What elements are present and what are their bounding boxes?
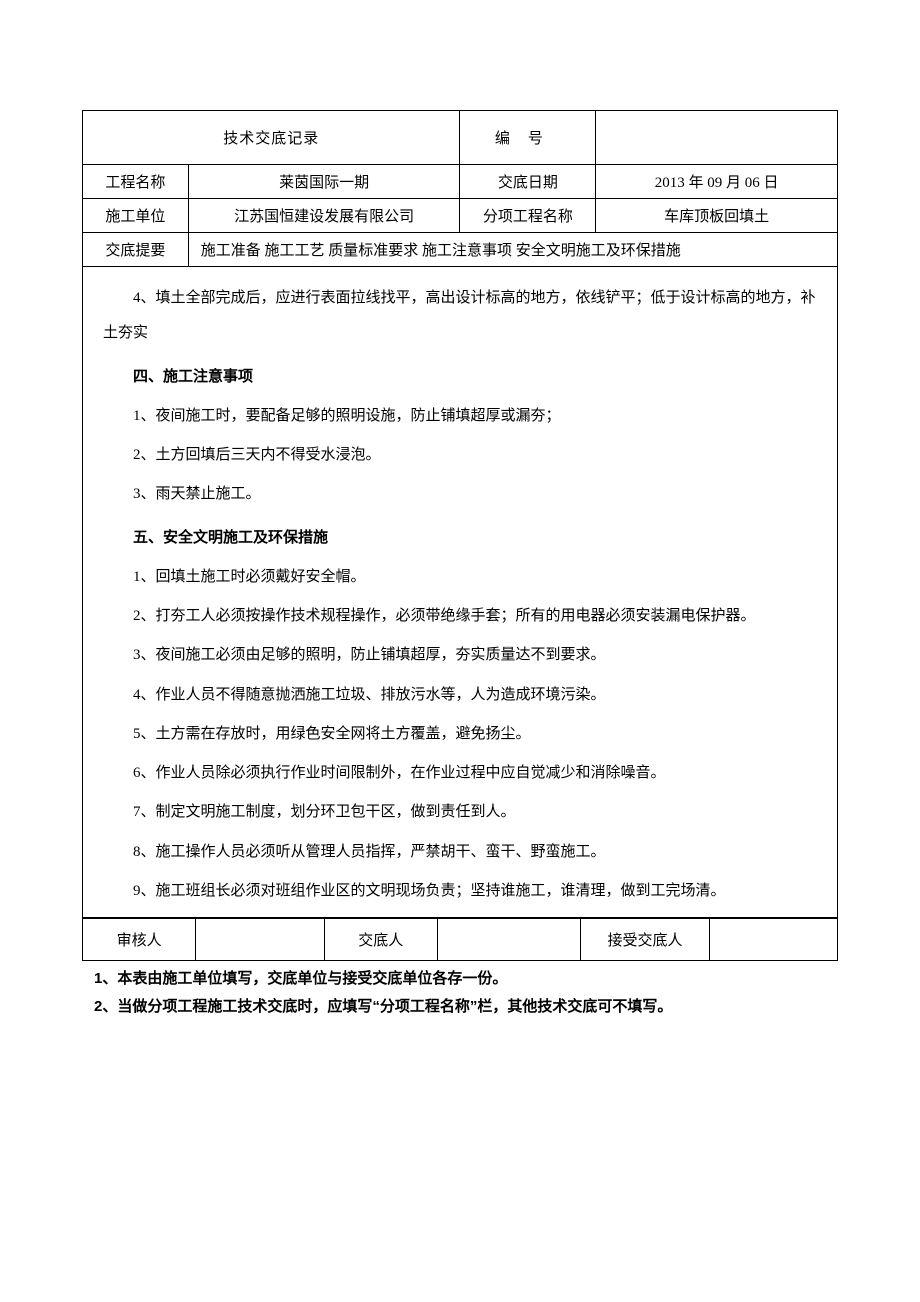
s5-item-9: 9、施工班组长必须对班组作业区的文明现场负责；坚持谁施工，谁清理，做到工完场清。 — [103, 874, 817, 909]
serial-label: 编号 — [460, 111, 596, 165]
title-row: 技术交底记录 编号 — [83, 111, 838, 165]
row-summary: 交底提要 施工准备 施工工艺 质量标准要求 施工注意事项 安全文明施工及环保措施 — [83, 233, 838, 267]
summary-value: 施工准备 施工工艺 质量标准要求 施工注意事项 安全文明施工及环保措施 — [188, 233, 837, 267]
receive-label: 接受交底人 — [581, 919, 709, 961]
footnote-2: 2、当做分项工程施工技术交底时，应填写“分项工程名称”栏，其他技术交底可不填写。 — [94, 993, 838, 1021]
s4-item-2: 2、土方回填后三天内不得受水浸泡。 — [103, 438, 817, 473]
s5-item-7: 7、制定文明施工制度，划分环卫包干区，做到责任到人。 — [103, 795, 817, 830]
subitem-value: 车库顶板回填土 — [596, 199, 838, 233]
unit-label: 施工单位 — [83, 199, 189, 233]
disclose-label: 交底人 — [324, 919, 437, 961]
s5-item-2: 2、打夯工人必须按操作技术规程操作，必须带绝缘手套；所有的用电器必须安装漏电保护… — [103, 599, 817, 634]
s5-item-3: 3、夜间施工必须由足够的照明，防止铺填超厚，夯实质量达不到要求。 — [103, 638, 817, 673]
subitem-label: 分项工程名称 — [460, 199, 596, 233]
s5-item-5: 5、土方需在存放时，用绿色安全网将土方覆盖，避免扬尘。 — [103, 717, 817, 752]
s5-item-8: 8、施工操作人员必须听从管理人员指挥，严禁胡干、蛮干、野蛮施工。 — [103, 835, 817, 870]
date-value: 2013 年 09 月 06 日 — [596, 165, 838, 199]
s4-item-3: 3、雨天禁止施工。 — [103, 477, 817, 512]
s5-item-6: 6、作业人员除必须执行作业时间限制外，在作业过程中应自觉减少和消除噪音。 — [103, 756, 817, 791]
content-body: 4、填土全部完成后，应进行表面拉线找平，高出设计标高的地方，依线铲平；低于设计标… — [82, 267, 838, 918]
footer-table: 审核人 交底人 接受交底人 — [82, 918, 838, 961]
disclose-value — [437, 919, 580, 961]
section5-heading: 五、安全文明施工及环保措施 — [103, 521, 817, 556]
s4-item-1: 1、夜间施工时，要配备足够的照明设施，防止铺填超厚或漏夯； — [103, 399, 817, 434]
date-label: 交底日期 — [460, 165, 596, 199]
s5-item-1: 1、回填土施工时必须戴好安全帽。 — [103, 560, 817, 595]
project-name-label: 工程名称 — [83, 165, 189, 199]
summary-label: 交底提要 — [83, 233, 189, 267]
row-project: 工程名称 莱茵国际一期 交底日期 2013 年 09 月 06 日 — [83, 165, 838, 199]
project-name-value: 莱茵国际一期 — [188, 165, 460, 199]
reviewer-label: 审核人 — [83, 919, 196, 961]
footnotes: 1、本表由施工单位填写，交底单位与接受交底单位各存一份。 2、当做分项工程施工技… — [82, 965, 838, 1021]
row-unit: 施工单位 江苏国恒建设发展有限公司 分项工程名称 车库顶板回填土 — [83, 199, 838, 233]
serial-value — [596, 111, 838, 165]
unit-value: 江苏国恒建设发展有限公司 — [188, 199, 460, 233]
receive-value — [709, 919, 837, 961]
doc-title: 技术交底记录 — [83, 111, 460, 165]
reviewer-value — [196, 919, 324, 961]
paragraph-top: 4、填土全部完成后，应进行表面拉线找平，高出设计标高的地方，依线铲平；低于设计标… — [103, 281, 817, 352]
s5-item-4: 4、作业人员不得随意抛洒施工垃圾、排放污水等，人为造成环境污染。 — [103, 678, 817, 713]
header-table: 技术交底记录 编号 工程名称 莱茵国际一期 交底日期 2013 年 09 月 0… — [82, 110, 838, 267]
footer-row: 审核人 交底人 接受交底人 — [83, 919, 838, 961]
footnote-1: 1、本表由施工单位填写，交底单位与接受交底单位各存一份。 — [94, 965, 838, 993]
section4-heading: 四、施工注意事项 — [103, 360, 817, 395]
